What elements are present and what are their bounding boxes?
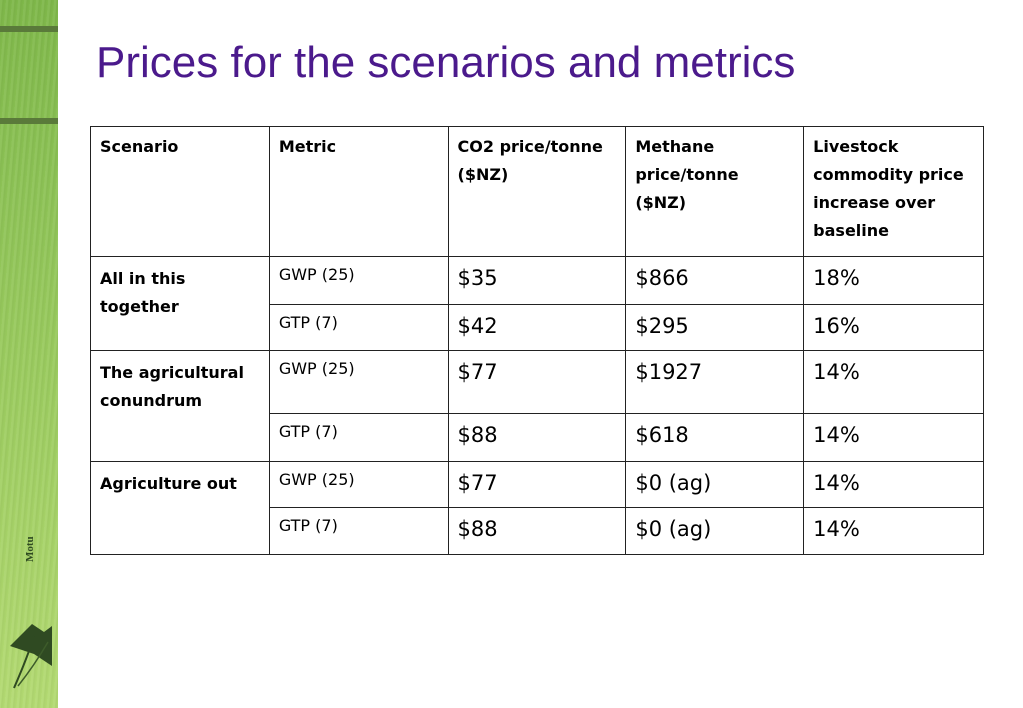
logo-wordmark: Motu — [24, 536, 36, 562]
metric-cell: GTP (7) — [268, 413, 449, 462]
prices-table: Scenario Metric CO2 price/tonne ($NZ) Me… — [90, 126, 984, 555]
table-row: Agriculture out GWP (25) $77 $0 (ag) 14% — [90, 461, 984, 555]
metric-cell: GTP (7) — [268, 507, 449, 555]
methane-price-cell: $618 — [625, 413, 805, 462]
livestock-increase-cell: 18% — [803, 256, 984, 305]
co2-price-cell: $35 — [447, 256, 627, 305]
methane-price-cell: $0 (ag) — [625, 461, 805, 508]
methane-price-cell: $866 — [625, 256, 805, 305]
table-header-row: Scenario Metric CO2 price/tonne ($NZ) Me… — [90, 126, 984, 257]
methane-price-cell: $1927 — [625, 350, 805, 414]
co2-price-cell: $42 — [447, 304, 627, 351]
metric-cell: GWP (25) — [268, 350, 449, 414]
metric-cell: GWP (25) — [268, 461, 449, 508]
scenario-cell: Agriculture out — [90, 461, 270, 555]
header-metric: Metric — [268, 126, 449, 257]
co2-price-cell: $88 — [447, 413, 627, 462]
header-methane-price: Methane price/tonne ($NZ) — [625, 126, 805, 257]
sidebar-band — [0, 118, 58, 124]
co2-price-cell: $77 — [447, 350, 627, 414]
header-livestock-increase: Livestock commodity price increase over … — [803, 126, 984, 257]
slide-title: Prices for the scenarios and metrics — [96, 38, 796, 87]
livestock-increase-cell: 14% — [803, 461, 984, 508]
co2-price-cell: $77 — [447, 461, 627, 508]
methane-price-cell: $0 (ag) — [625, 507, 805, 555]
livestock-increase-cell: 14% — [803, 507, 984, 555]
livestock-increase-cell: 14% — [803, 413, 984, 462]
header-co2-price: CO2 price/tonne ($NZ) — [447, 126, 627, 257]
table-row: All in this together GWP (25) $35 $866 1… — [90, 256, 984, 351]
co2-price-cell: $88 — [447, 507, 627, 555]
table-row: GTP (7) $88 $0 (ag) 14% — [91, 507, 984, 555]
livestock-increase-cell: 16% — [803, 304, 984, 351]
scenario-cell: All in this together — [90, 256, 270, 351]
livestock-increase-cell: 14% — [803, 350, 984, 414]
sidebar-band — [0, 26, 58, 32]
scenario-cell: The agricultural conundrum — [90, 350, 270, 462]
methane-price-cell: $295 — [625, 304, 805, 351]
decorative-sidebar: Motu — [0, 0, 58, 708]
header-scenario: Scenario — [90, 126, 270, 257]
motu-logo-icon — [10, 624, 52, 689]
metric-cell: GWP (25) — [268, 256, 449, 305]
metric-cell: GTP (7) — [268, 304, 449, 351]
table-row: The agricultural conundrum GWP (25) $77 … — [90, 350, 984, 462]
